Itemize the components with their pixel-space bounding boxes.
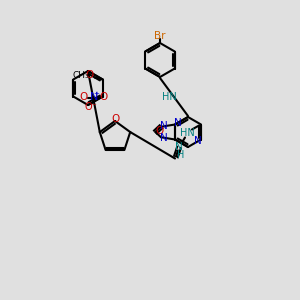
Text: O: O bbox=[80, 92, 88, 103]
Text: N: N bbox=[175, 142, 183, 152]
Text: N: N bbox=[160, 133, 168, 143]
Text: O: O bbox=[155, 126, 164, 136]
Text: O: O bbox=[111, 114, 119, 124]
Text: +: + bbox=[93, 92, 99, 98]
Text: CH₃: CH₃ bbox=[72, 71, 89, 80]
Text: HN: HN bbox=[180, 128, 194, 139]
Text: N: N bbox=[89, 92, 98, 103]
Text: H: H bbox=[177, 149, 185, 160]
Text: Br: Br bbox=[154, 31, 166, 41]
Text: O: O bbox=[85, 70, 94, 80]
Text: N: N bbox=[160, 121, 168, 131]
Text: N: N bbox=[194, 136, 202, 146]
Text: O⁻: O⁻ bbox=[84, 101, 97, 112]
Text: N: N bbox=[174, 118, 182, 128]
Text: O: O bbox=[100, 92, 108, 103]
Text: HN: HN bbox=[162, 92, 176, 102]
